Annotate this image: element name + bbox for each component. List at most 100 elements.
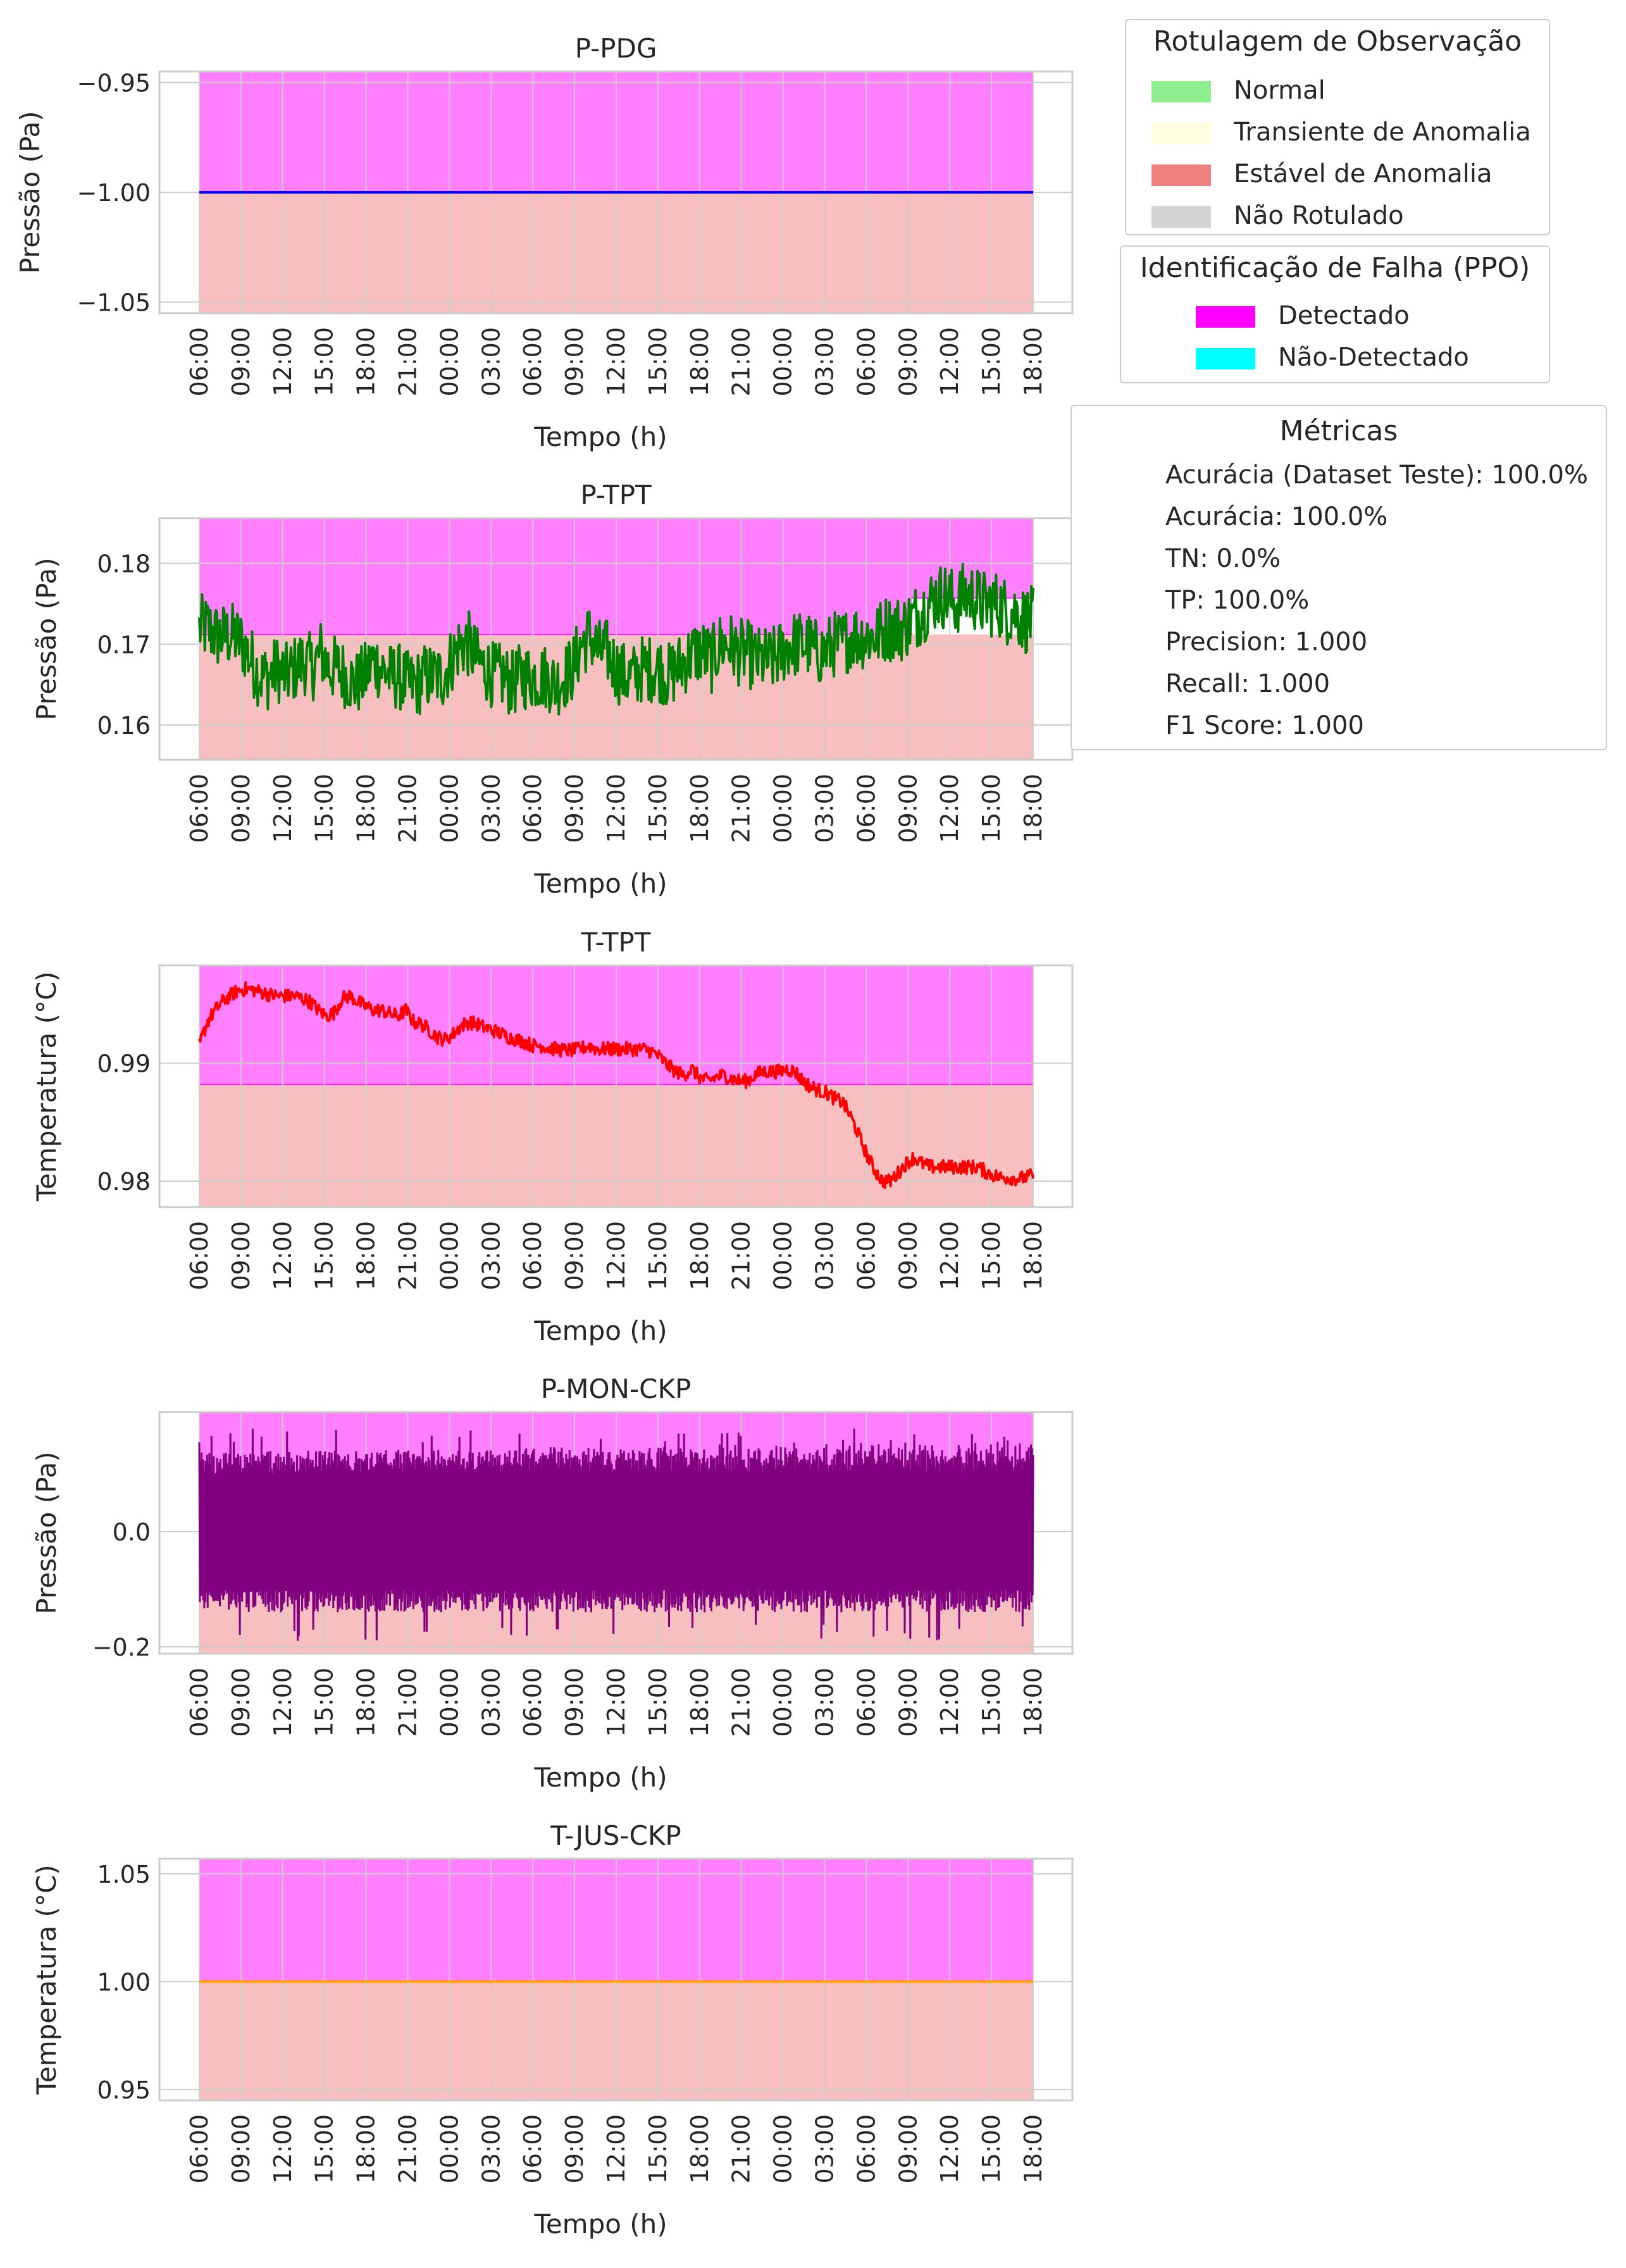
subplot-p-pdg: P-PDG −0.95 −1.00 −1.05 Pressão (Pa) 06:00 09:… (15, 33, 1074, 452)
x-tick-label: 18:00 (1019, 1668, 1047, 1737)
legend-label-stable-anomaly: Estável de Anomalia (1234, 159, 1493, 189)
x-tick-label: 15:00 (311, 774, 338, 843)
x-tick-label: 18:00 (352, 774, 380, 843)
x-tick-label: 09:00 (561, 1221, 588, 1291)
subplot-t-jus-ckp: T-JUS-CKP 1.05 1.00 0.95 Temperatura (°C) 06:… (31, 1820, 1074, 2240)
subplot-t-tpt: T-TPT 0.99 0.98 Temperatura (°C) 06:00 09:00 1… (31, 927, 1074, 1346)
x-tick-label: 18:00 (686, 1221, 714, 1291)
x-tick-label: 09:00 (227, 774, 255, 843)
y-tick-label: −0.2 (92, 1633, 151, 1661)
x-tick-label: 00:00 (435, 327, 463, 397)
x-tick-label: 09:00 (894, 1668, 922, 1737)
x-tick-label: 03:00 (477, 2114, 505, 2184)
x-tick-label: 15:00 (311, 1221, 338, 1291)
x-tick-label: 12:00 (269, 774, 297, 843)
x-tick-label: 09:00 (227, 1221, 255, 1291)
x-tick-label: 12:00 (602, 1668, 630, 1737)
subplot-p-tpt: P-TPT 0.18 0.17 0.16 Pressão (Pa) 06:00 09:00 1… (31, 480, 1074, 899)
series-group (198, 562, 1034, 716)
x-tick-label: 03:00 (811, 1221, 839, 1291)
y-axis-label: Pressão (Pa) (31, 557, 62, 720)
x-tick-label: 00:00 (435, 1221, 463, 1291)
series-group (198, 981, 1034, 1189)
x-tick-label: 09:00 (561, 1668, 588, 1737)
metric-tn: TN: 0.0% (1165, 544, 1281, 573)
legend-patch-unlabeled (1151, 206, 1211, 228)
x-tick-label: 18:00 (686, 327, 714, 397)
y-tick-label: 1.05 (97, 1861, 151, 1888)
legend-patch-stable-anomaly (1151, 164, 1211, 186)
x-tick-label: 03:00 (477, 1668, 505, 1737)
x-tick-label: 21:00 (394, 1221, 422, 1291)
x-tick-label: 18:00 (1019, 327, 1047, 397)
y-tick-label: 0.18 (97, 550, 151, 578)
x-tick-label: 00:00 (769, 1221, 797, 1291)
axes-frame (158, 1857, 1074, 2102)
x-tick-label: 21:00 (728, 327, 755, 397)
legend-patch-normal (1151, 81, 1211, 102)
legend-label-detected: Detectado (1278, 301, 1410, 330)
y-tick-label: −0.95 (77, 69, 151, 97)
y-tick-label: 0.99 (97, 1050, 151, 1078)
x-tick-label: 18:00 (686, 774, 714, 843)
subplot-title: T-TPT (581, 927, 651, 958)
axes-frame (158, 964, 1074, 1208)
metric-accuracy-test: Acurácia (Dataset Teste): 100.0% (1165, 461, 1588, 490)
legend-patch-transient-anomaly (1151, 123, 1211, 144)
x-tick-label: 00:00 (435, 774, 463, 843)
subplot-title: P-PDG (575, 33, 657, 64)
legend-label-transient-anomaly: Transiente de Anomalia (1234, 118, 1531, 147)
x-tick-label: 00:00 (769, 327, 797, 397)
y-tick-label: −1.00 (77, 179, 151, 207)
x-tick-label: 06:00 (185, 2114, 213, 2184)
x-tick-label: 12:00 (936, 327, 964, 397)
legend-label-not-detected: Não-Detectado (1278, 343, 1469, 372)
series-line (198, 981, 1034, 1189)
metric-accuracy: Acurácia: 100.0% (1165, 502, 1388, 531)
metric-tp: TP: 100.0% (1165, 586, 1310, 615)
x-tick-label: 15:00 (644, 774, 672, 843)
x-tick-label: 18:00 (1019, 2114, 1047, 2184)
x-tick-label: 12:00 (936, 1668, 964, 1737)
x-tick-label: 00:00 (769, 1668, 797, 1737)
x-tick-label: 00:00 (769, 2114, 797, 2184)
y-axis-label: Temperatura (°C) (31, 971, 62, 1201)
x-tick-label: 12:00 (269, 327, 297, 397)
y-axis-label: Temperatura (°C) (31, 1864, 62, 2095)
x-tick-label: 06:00 (519, 1668, 547, 1737)
x-tick-label: 12:00 (269, 1668, 297, 1737)
y-tick-label: 1.00 (97, 1968, 151, 1996)
x-tick-label: 09:00 (894, 1221, 922, 1291)
x-tick-label: 18:00 (352, 2114, 380, 2184)
x-tick-label: 06:00 (852, 327, 880, 397)
x-tick-label: 06:00 (852, 2114, 880, 2184)
x-tick-label: 15:00 (644, 327, 672, 397)
y-axis-label: Pressão (Pa) (31, 1451, 62, 1614)
x-tick-label: 18:00 (1019, 774, 1047, 843)
y-axis-label: Pressão (Pa) (15, 111, 46, 273)
x-tick-label: 18:00 (1019, 1221, 1047, 1291)
y-tick-label: −1.05 (77, 289, 151, 317)
x-tick-label: 21:00 (394, 774, 422, 843)
legend-label-unlabeled: Não Rotulado (1234, 201, 1404, 230)
x-tick-label: 21:00 (728, 1221, 755, 1291)
x-axis-label: Tempo (h) (533, 421, 667, 452)
x-tick-label: 15:00 (644, 1668, 672, 1737)
subplot-title: T-JUS-CKP (550, 1820, 681, 1851)
x-tick-label: 15:00 (644, 1221, 672, 1291)
legend-failure-identification: Identificação de Falha (PPO) Detectado N… (1120, 245, 1550, 383)
x-tick-label: 03:00 (477, 327, 505, 397)
x-tick-label: 03:00 (811, 327, 839, 397)
x-tick-label: 00:00 (435, 1668, 463, 1737)
metric-recall: Recall: 1.000 (1165, 669, 1331, 698)
x-tick-label: 03:00 (477, 1221, 505, 1291)
x-tick-label: 09:00 (561, 2114, 588, 2184)
x-tick-label: 21:00 (728, 774, 755, 843)
legend-patch-detected (1196, 306, 1255, 328)
legend-observation-labeling: Rotulagem de Observação Normal Transient… (1125, 19, 1550, 235)
x-axis-label: Tempo (h) (533, 2209, 667, 2240)
axes-frame (158, 70, 1074, 314)
x-axis-label: Tempo (h) (533, 868, 667, 899)
x-tick-label: 00:00 (769, 774, 797, 843)
